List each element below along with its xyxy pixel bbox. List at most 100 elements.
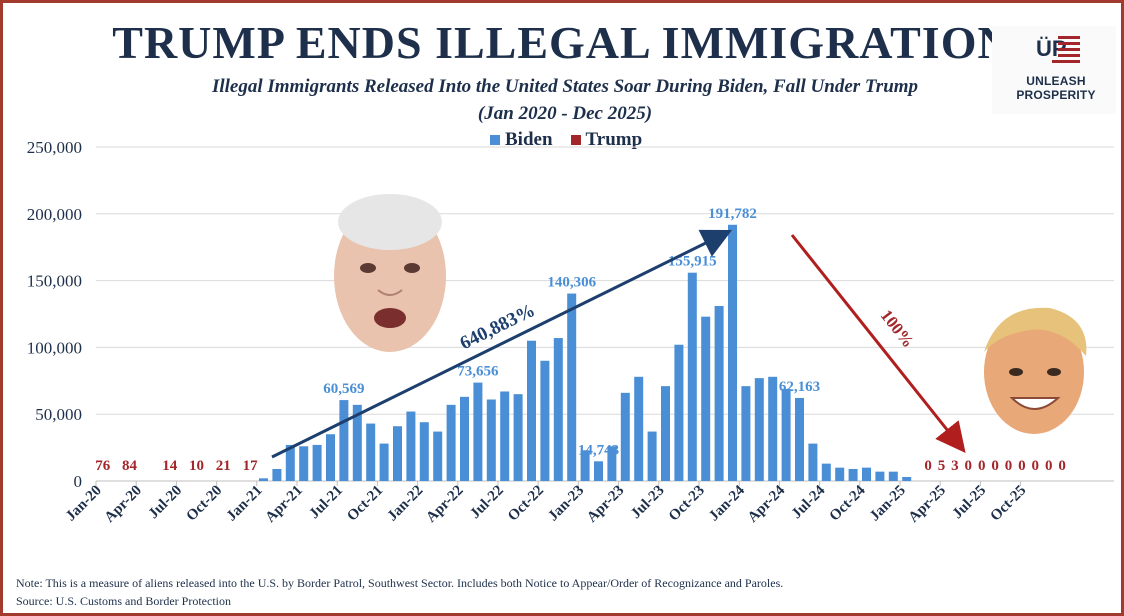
- bar-biden: [647, 431, 657, 481]
- bar-biden: [433, 431, 443, 481]
- bar-biden: [862, 467, 871, 481]
- x-tick-label: Jul-20: [146, 483, 186, 523]
- bar-biden: [460, 396, 469, 481]
- chart-subtitle: Illegal Immigrants Released Into the Uni…: [211, 76, 919, 97]
- data-label-biden: 191,782: [708, 206, 757, 222]
- bar-biden: [486, 399, 496, 481]
- chart-source: Source: U.S. Customs and Border Protecti…: [16, 594, 231, 608]
- data-label-trump: 21: [216, 458, 231, 474]
- legend-label-biden: Biden: [505, 129, 553, 150]
- data-label-trump: 0: [1032, 458, 1040, 474]
- x-tick-label: Oct-23: [666, 483, 708, 525]
- bar-biden: [312, 444, 322, 481]
- trump-portrait: [984, 307, 1087, 434]
- bar-biden: [393, 426, 402, 481]
- bar-biden: [272, 468, 282, 481]
- x-tick-label: Apr-24: [745, 482, 789, 526]
- data-label-trump: 14: [162, 458, 178, 474]
- y-tick-label: 50,000: [35, 405, 82, 424]
- y-tick-label: 250,000: [27, 138, 82, 157]
- legend-swatch-trump: [570, 135, 581, 145]
- bar-biden: [875, 471, 885, 481]
- bar-biden: [285, 444, 295, 481]
- x-tick-label: Oct-24: [827, 482, 869, 524]
- chart-title: TRUMP ENDS ILLEGAL IMMIGRATION: [112, 17, 1012, 68]
- y-tick-label: 100,000: [27, 338, 82, 357]
- y-axis: 0 50,000 100,000 150,000 200,000 250,000: [27, 138, 82, 491]
- x-tick-label: Apr-20: [102, 483, 145, 526]
- bar-biden: [513, 394, 523, 481]
- bar-biden: [527, 340, 536, 481]
- bar-biden: [419, 422, 429, 481]
- chart-note: Note: This is a measure of aliens releas…: [16, 576, 784, 590]
- unleash-prosperity-logo: [992, 26, 1116, 114]
- bar-biden: [835, 467, 845, 481]
- bar-biden: [701, 316, 711, 481]
- data-label-trump: 17: [243, 458, 259, 474]
- bar-biden: [500, 391, 510, 481]
- data-label-biden: 140,306: [547, 275, 596, 291]
- logo-flag-icon: ÜP: [1036, 36, 1080, 63]
- x-tick-label: Apr-21: [262, 483, 305, 526]
- x-tick-label: Jul-22: [467, 483, 507, 523]
- x-tick-label: Apr-23: [584, 483, 627, 526]
- bar-biden: [540, 360, 550, 481]
- bar-biden: [620, 392, 630, 481]
- bar-biden: [567, 293, 577, 481]
- bar-biden: [299, 446, 309, 481]
- bar-biden: [352, 404, 362, 481]
- bar-biden: [888, 471, 898, 481]
- bar-biden: [326, 434, 335, 481]
- chart-gridlines: [96, 146, 1114, 482]
- x-tick-label: Jan-24: [706, 482, 748, 524]
- x-tick-label: Apr-25: [906, 483, 949, 526]
- chart-legend: Biden Trump: [490, 129, 642, 151]
- data-label-trump: 0: [1005, 458, 1013, 474]
- data-labels: 76 84 14 10 21 17 0 5 3 0 0 0 0 0 0 0 060,56973,656140,3…: [95, 206, 1066, 474]
- bar-biden: [259, 478, 268, 481]
- data-label-trump: 10: [189, 458, 204, 474]
- data-label-trump: 0: [1058, 458, 1066, 474]
- bar-biden: [781, 388, 791, 481]
- growth-arrow: [271, 229, 733, 459]
- bar-biden: [741, 386, 751, 481]
- bar-biden: [366, 423, 376, 481]
- bar-biden: [808, 443, 818, 481]
- data-label-trump: 0: [1045, 458, 1053, 474]
- legend-item-biden: Biden: [490, 129, 553, 151]
- bar-biden: [768, 376, 778, 481]
- x-tick-label: Oct-25: [987, 483, 1029, 525]
- data-label-biden: 73,656: [457, 364, 499, 380]
- bar-biden: [795, 397, 804, 481]
- data-label-trump: 3: [951, 458, 959, 474]
- x-tick-label: Jan-20: [63, 483, 105, 525]
- data-label-trump: 0: [1018, 458, 1026, 474]
- bar-biden: [754, 378, 764, 481]
- decline-arrow: [790, 234, 966, 454]
- x-tick-label: Jan-23: [545, 483, 587, 525]
- data-label-biden: 14,743: [578, 442, 619, 458]
- data-label-trump: 0: [978, 458, 986, 474]
- chart-date-range: (Jan 2020 - Dec 2025): [477, 103, 653, 124]
- data-label-biden: 155,915: [668, 254, 717, 270]
- legend-swatch-biden: [490, 135, 500, 145]
- bar-biden: [594, 461, 603, 481]
- bar-biden: [607, 446, 617, 481]
- bar-biden: [848, 468, 858, 481]
- x-tick-label: Jul-24: [789, 482, 829, 522]
- data-label-trump: 76: [95, 458, 111, 474]
- bar-biden: [379, 443, 389, 481]
- legend-item-trump: Trump: [570, 129, 643, 151]
- data-label-biden: 62,163: [779, 379, 820, 395]
- data-label-trump: 84: [122, 458, 138, 474]
- bar-biden: [634, 376, 644, 481]
- x-tick-label: Jul-21: [306, 483, 346, 523]
- legend-label-trump: Trump: [585, 129, 643, 150]
- logo-text: UNLEASH PROSPERITY: [1016, 74, 1096, 102]
- biden-portrait: [334, 194, 446, 352]
- bar-biden: [902, 476, 912, 481]
- x-tick-label: Oct-21: [344, 483, 386, 525]
- bar-biden: [661, 386, 670, 481]
